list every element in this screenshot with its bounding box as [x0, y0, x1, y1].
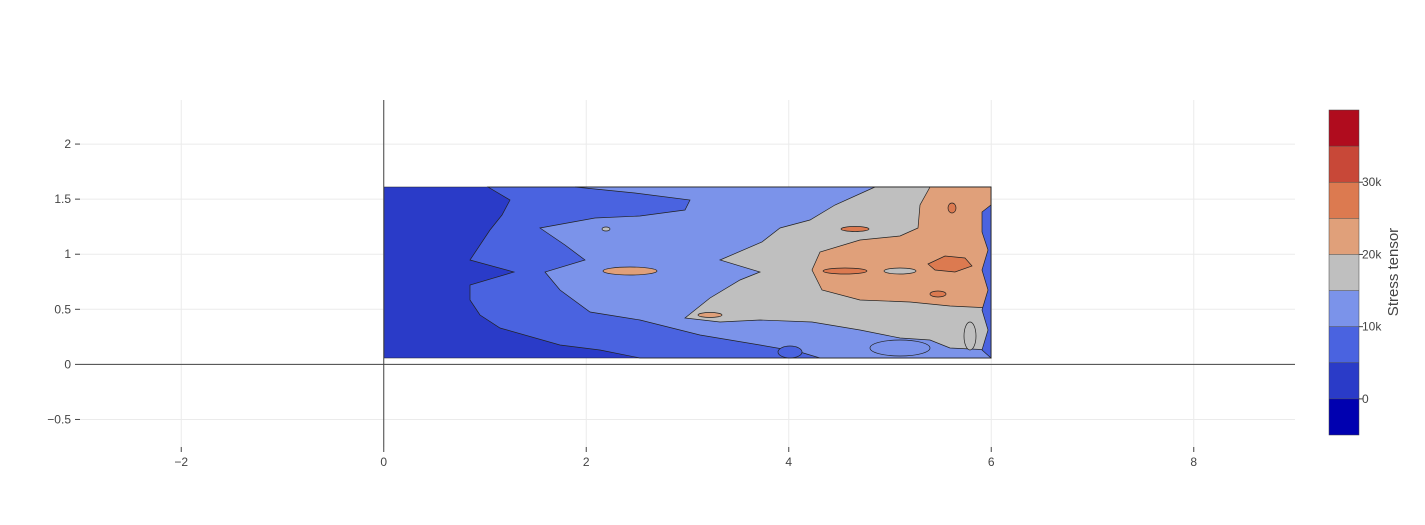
y-tick-labels: −0.5 0 0.5 1 1.5 2 [47, 137, 71, 426]
colorbar-swatch [1329, 254, 1359, 291]
colorbar-swatch [1329, 218, 1359, 255]
colorbar-swatch [1329, 326, 1359, 363]
colorbar-tick-label: 20k [1362, 247, 1382, 261]
colorbar-tick-label: 0 [1362, 392, 1369, 406]
contour-island [929, 290, 947, 298]
y-tick-label: 1 [64, 247, 71, 261]
contour-island [602, 266, 658, 276]
contour-island [963, 321, 977, 351]
y-tick-label: 2 [64, 137, 71, 151]
x-tick-label: −2 [174, 455, 188, 469]
y-tick-label: −0.5 [47, 412, 71, 426]
x-tick-label: 8 [1190, 455, 1197, 469]
axes [75, 100, 1295, 452]
colorbar-outline [1328, 109, 1360, 436]
colorbar-swatch [1329, 290, 1359, 327]
contour-island [869, 339, 931, 357]
x-tick-label: 0 [380, 455, 387, 469]
colorbar-tick-label: 30k [1362, 175, 1382, 189]
contour-band-6 [927, 255, 973, 273]
x-tick-label: 4 [785, 455, 792, 469]
contour-island [840, 226, 870, 232]
colorbar-swatch [1329, 362, 1359, 399]
y-tick-label: 1.5 [54, 192, 71, 206]
x-tick-label: 6 [988, 455, 995, 469]
colorbar-swatch [1329, 110, 1359, 147]
colorbar-tick-label: 10k [1362, 320, 1382, 334]
contour-island [697, 312, 723, 318]
contour-island [883, 267, 917, 275]
y-tick-label: 0.5 [54, 302, 71, 316]
contour-island [777, 345, 803, 359]
colorbar-swatch [1329, 182, 1359, 219]
x-tick-label: 2 [583, 455, 590, 469]
contour-plot [383, 186, 992, 359]
contour-island [947, 202, 957, 214]
colorbar-swatch [1329, 146, 1359, 183]
colorbar [1328, 109, 1360, 436]
x-tick-labels: −2 0 2 4 6 8 [174, 455, 1197, 469]
colorbar-tick-labels: 0 10k 20k 30k [1359, 175, 1382, 406]
contour-island [822, 267, 868, 275]
contour-island [601, 226, 611, 232]
colorbar-swatch [1329, 398, 1359, 435]
colorbar-title: Stress tensor [1385, 228, 1402, 316]
y-tick-label: 0 [64, 357, 71, 371]
